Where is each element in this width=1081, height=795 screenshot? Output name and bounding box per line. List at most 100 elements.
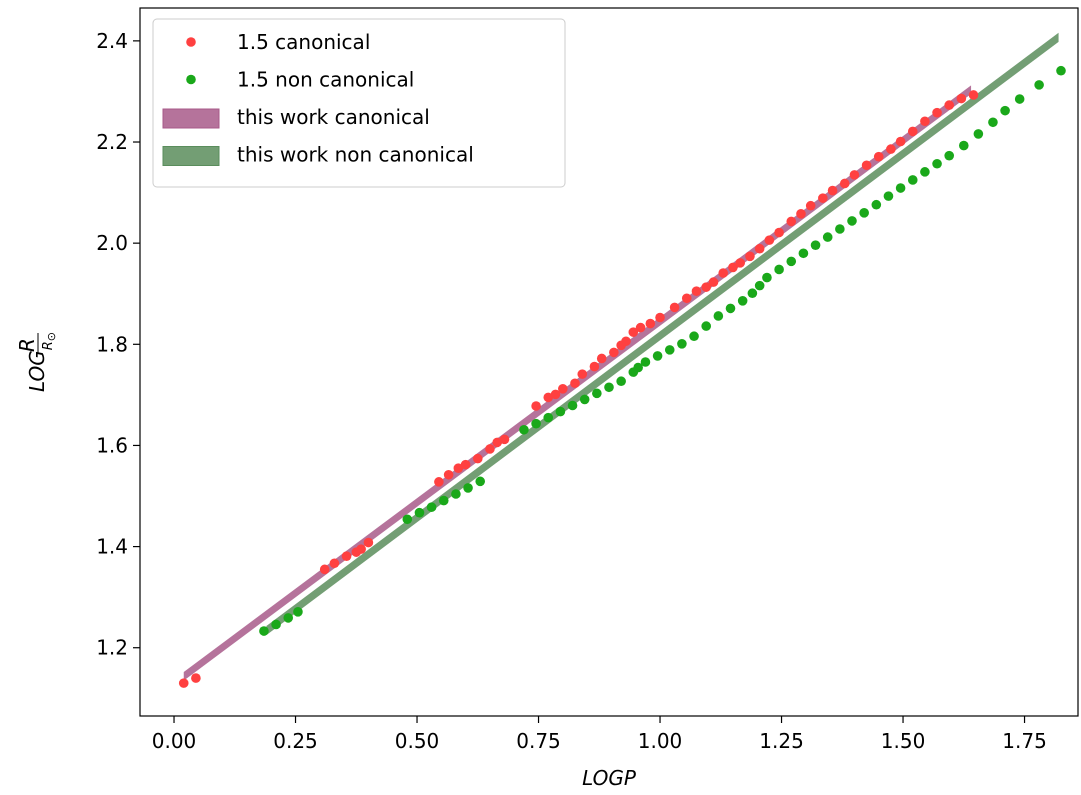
point-1.5-non-canonical	[519, 424, 529, 435]
x-tick-label: 0.75	[516, 729, 561, 753]
legend-label: this work canonical	[237, 105, 430, 129]
point-1.5-canonical	[485, 444, 495, 454]
point-1.5-canonical	[944, 100, 955, 110]
legend-marker	[186, 74, 196, 85]
point-1.5-canonical	[329, 558, 340, 569]
point-1.5-non-canonical	[438, 495, 449, 506]
point-1.5-non-canonical	[1000, 105, 1010, 116]
point-1.5-canonical	[818, 193, 828, 203]
point-1.5-canonical	[645, 318, 656, 329]
y-axis-label-numerator: R	[15, 338, 39, 352]
point-1.5-canonical	[363, 537, 374, 548]
point-1.5-non-canonical	[944, 150, 955, 161]
point-1.5-non-canonical	[677, 338, 687, 349]
y-tick-label: 2.4	[96, 29, 128, 53]
y-tick-label: 1.6	[96, 433, 128, 457]
point-1.5-canonical	[191, 673, 201, 683]
point-1.5-non-canonical	[713, 311, 724, 321]
point-1.5-canonical	[861, 160, 872, 171]
point-1.5-canonical	[543, 392, 554, 403]
y-tick-label: 2.2	[96, 130, 128, 154]
point-1.5-canonical	[932, 107, 942, 118]
legend-swatch	[162, 146, 220, 166]
legend: 1.5 canonical 1.5 non canonical this work …	[152, 18, 566, 188]
point-1.5-canonical	[596, 353, 607, 364]
point-1.5-canonical	[356, 544, 366, 554]
legend-marker	[186, 37, 196, 47]
point-1.5-canonical	[550, 389, 561, 400]
point-1.5-canonical	[873, 151, 884, 162]
point-1.5-canonical	[849, 170, 860, 180]
point-1.5-canonical	[460, 459, 471, 470]
point-1.5-canonical	[499, 434, 510, 445]
point-1.5-non-canonical	[907, 175, 918, 185]
point-1.5-non-canonical	[616, 376, 626, 387]
point-1.5-non-canonical	[871, 199, 882, 210]
point-1.5-canonical	[635, 322, 646, 333]
point-1.5-non-canonical	[859, 208, 869, 218]
point-1.5-canonical	[968, 90, 979, 100]
point-1.5-non-canonical	[426, 502, 437, 512]
point-1.5-canonical	[956, 93, 967, 104]
point-1.5-canonical	[589, 361, 600, 372]
y-axis-label: LOGR⊙ R	[15, 332, 58, 392]
y-axis-label-sun-symbol: ⊙	[45, 332, 58, 341]
point-1.5-non-canonical	[531, 418, 541, 429]
point-1.5-non-canonical	[451, 489, 461, 499]
y-tick-label: 1.2	[96, 636, 128, 660]
legend-box	[152, 18, 566, 188]
point-1.5-canonical	[895, 136, 906, 147]
point-1.5-non-canonical	[747, 288, 758, 299]
x-axis-label: LOGP	[582, 766, 637, 790]
point-1.5-canonical	[319, 564, 330, 575]
y-axis: 1.2 1.4 1.6 1.8 2.0 2.2 2.4	[96, 29, 140, 660]
point-1.5-canonical	[708, 277, 719, 287]
point-1.5-non-canonical	[579, 394, 590, 405]
point-1.5-non-canonical	[293, 607, 303, 617]
point-1.5-non-canonical	[1014, 94, 1025, 104]
point-1.5-canonical	[718, 268, 729, 278]
point-1.5-non-canonical	[762, 272, 772, 283]
x-tick-label: 0.00	[152, 729, 197, 753]
point-1.5-non-canonical	[1034, 80, 1044, 90]
point-1.5-canonical	[827, 185, 838, 196]
point-1.5-non-canonical	[283, 613, 294, 623]
point-1.5-non-canonical	[543, 412, 554, 423]
point-1.5-non-canonical	[883, 191, 894, 201]
point-1.5-canonical	[443, 469, 454, 480]
point-1.5-non-canonical	[664, 345, 675, 355]
legend-label: this work non canonical	[237, 143, 474, 167]
point-1.5-non-canonical	[689, 331, 699, 342]
point-1.5-canonical	[655, 312, 665, 323]
point-1.5-non-canonical	[847, 216, 857, 226]
point-1.5-canonical	[886, 144, 896, 154]
x-tick-label: 1.00	[638, 729, 683, 753]
point-1.5-non-canonical	[973, 129, 984, 139]
point-1.5-non-canonical	[725, 303, 736, 314]
point-1.5-canonical	[341, 551, 352, 561]
point-1.5-canonical	[558, 384, 568, 394]
y-axis-label-denominator: R	[41, 341, 56, 350]
point-1.5-non-canonical	[259, 626, 269, 636]
point-1.5-non-canonical	[463, 483, 473, 493]
legend-label: 1.5 canonical	[237, 30, 370, 54]
point-1.5-non-canonical	[958, 140, 969, 151]
x-tick-label: 1.25	[759, 729, 804, 753]
point-1.5-canonical	[907, 126, 918, 137]
point-1.5-non-canonical	[402, 514, 413, 525]
point-1.5-non-canonical	[555, 406, 566, 417]
x-tick-label: 1.50	[881, 729, 926, 753]
point-1.5-non-canonical	[1056, 65, 1066, 76]
point-1.5-non-canonical	[475, 476, 486, 487]
point-1.5-canonical	[805, 200, 816, 211]
point-1.5-canonical	[754, 243, 765, 254]
point-1.5-canonical	[774, 227, 784, 238]
point-1.5-non-canonical	[932, 158, 942, 169]
point-1.5-non-canonical	[835, 224, 845, 234]
point-1.5-canonical	[701, 282, 712, 292]
point-1.5-canonical	[492, 437, 503, 448]
band-this-work-non-canonical	[266, 32, 1059, 636]
point-1.5-canonical	[609, 347, 619, 358]
point-1.5-non-canonical	[652, 351, 663, 361]
point-1.5-non-canonical	[701, 321, 712, 331]
